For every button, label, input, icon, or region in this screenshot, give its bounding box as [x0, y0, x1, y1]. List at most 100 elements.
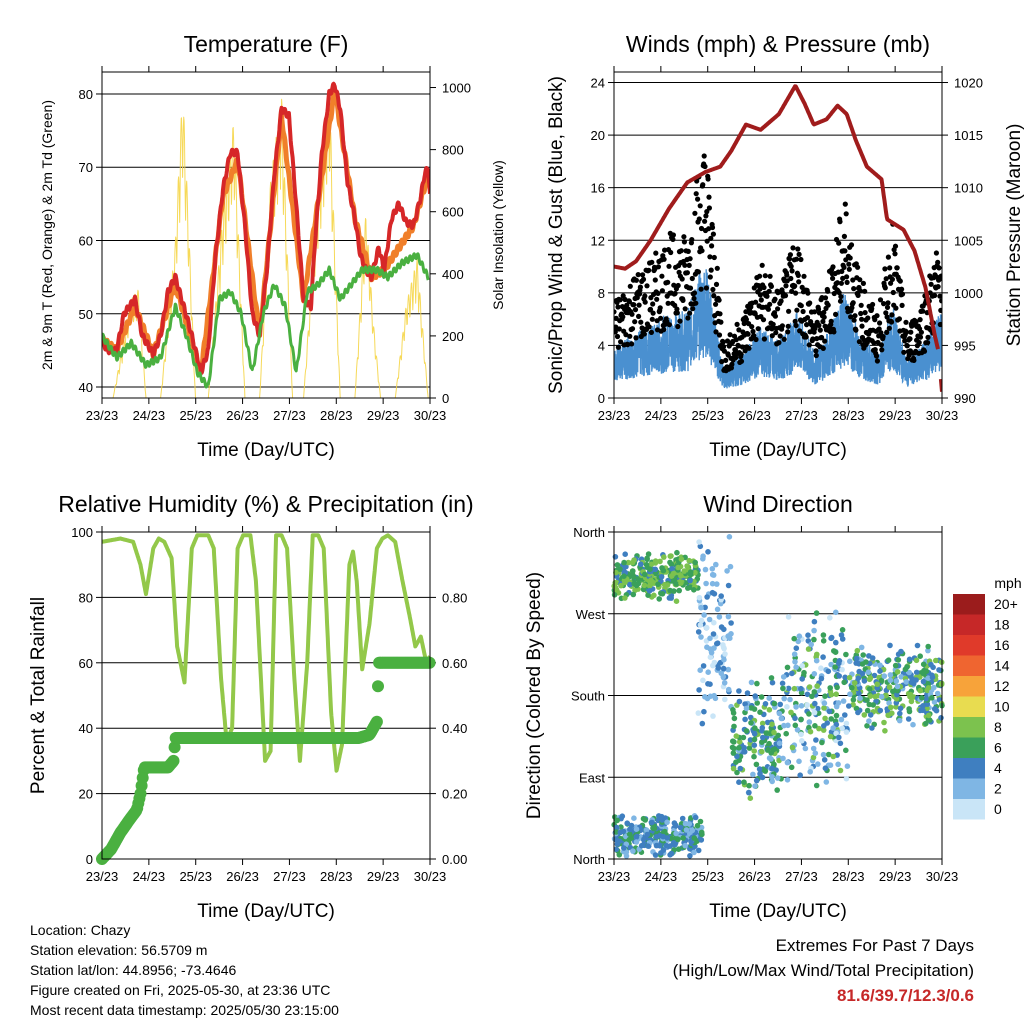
direction-point [736, 739, 743, 745]
gust-point [713, 329, 719, 335]
direction-point [644, 556, 650, 563]
gust-point [933, 250, 940, 256]
gust-point [655, 264, 662, 270]
direction-point [888, 704, 894, 711]
gust-point [620, 314, 626, 320]
gust-point [617, 297, 623, 303]
direction-point [851, 680, 858, 686]
direction-point [762, 701, 769, 707]
direction-point [813, 657, 820, 664]
direction-point [703, 624, 710, 631]
legend-swatch [953, 799, 985, 820]
direction-point [626, 836, 633, 843]
gust-point [650, 301, 656, 307]
gust-point [889, 276, 896, 282]
direction-point [836, 660, 842, 667]
direction-point [917, 687, 924, 694]
gust-point [616, 326, 622, 332]
direction-point [818, 675, 825, 682]
direction-point [691, 835, 698, 841]
gust-point [896, 316, 903, 322]
gust-point [920, 308, 926, 314]
direction-point [822, 715, 828, 722]
gust-point [786, 308, 792, 314]
gust-point [869, 306, 875, 312]
gust-point [685, 248, 691, 254]
latlon-text: Station lat/lon: 44.8956; -73.4646 [30, 962, 237, 978]
direction-point [695, 629, 702, 635]
gust-point [865, 315, 871, 321]
direction-point [657, 558, 663, 565]
direction-point [780, 755, 786, 762]
direction-point [747, 795, 754, 801]
direction-point [652, 852, 659, 858]
direction-point [705, 681, 711, 687]
direction-point [694, 822, 701, 829]
direction-point [898, 674, 904, 680]
direction-point [682, 842, 688, 849]
direction-point [830, 725, 836, 731]
direction-point [630, 848, 636, 854]
direction-point [621, 845, 627, 851]
x-axis-label: Time (Day/UTC) [197, 440, 335, 461]
direction-point [645, 592, 651, 598]
direction-point [707, 654, 714, 660]
direction-point [796, 633, 803, 639]
direction-point [870, 702, 876, 708]
gust-point [746, 345, 752, 351]
direction-point [614, 841, 621, 847]
direction-point [812, 723, 818, 729]
gust-point [878, 342, 885, 348]
gust-point [882, 266, 888, 272]
direction-point [728, 620, 734, 626]
gust-point [784, 272, 790, 278]
chart-title: Wind Direction [703, 491, 853, 517]
y-tick-label: 16 [591, 181, 605, 196]
direction-point [828, 716, 834, 722]
direction-point [751, 748, 757, 754]
direction-point [934, 690, 941, 697]
gust-point [705, 176, 711, 182]
direction-point [658, 813, 665, 820]
direction-point [913, 657, 920, 664]
direction-point [742, 716, 748, 723]
gust-point [710, 231, 717, 237]
direction-point [624, 820, 630, 826]
direction-point [673, 830, 679, 837]
direction-point [898, 648, 904, 655]
direction-point [700, 663, 707, 669]
gust-point [718, 319, 724, 325]
direction-point [926, 717, 933, 723]
direction-point [833, 730, 839, 737]
x-tick-label: 28/23 [320, 869, 353, 884]
gust-point [855, 264, 861, 270]
direction-point [793, 704, 799, 710]
direction-point [877, 668, 883, 674]
gust-point [885, 254, 892, 260]
direction-point [769, 679, 776, 686]
chart-title: Winds (mph) & Pressure (mb) [626, 31, 930, 57]
gust-point [928, 281, 934, 287]
x-tick-label: 23/23 [598, 869, 631, 884]
direction-point [742, 701, 748, 707]
gust-point [813, 348, 819, 354]
y-tick-label: 80 [79, 590, 93, 605]
direction-point [854, 647, 861, 654]
direction-point [806, 711, 812, 717]
gust-point [661, 256, 667, 262]
gust-point [701, 153, 707, 159]
x-tick-label: 25/23 [179, 408, 212, 423]
direction-point [805, 646, 812, 652]
gust-point [855, 292, 861, 298]
y-tick-label: 80 [79, 87, 93, 102]
gust-point [635, 272, 641, 278]
direction-point [626, 831, 633, 837]
x-tick-label: 27/23 [785, 408, 818, 423]
gust-point [904, 343, 910, 349]
gust-point [810, 336, 816, 342]
direction-point [629, 559, 636, 566]
gust-point [614, 329, 618, 335]
gust-point [871, 340, 877, 346]
gust-point [776, 340, 782, 346]
direction-point [701, 612, 707, 618]
